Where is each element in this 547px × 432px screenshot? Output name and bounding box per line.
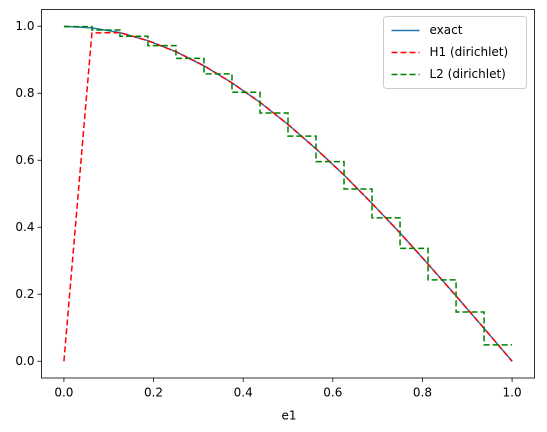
x-tick-label: 1.0: [503, 386, 522, 400]
x-tick-label: 0.0: [54, 386, 73, 400]
y-tick-label: 0.8: [15, 86, 34, 100]
y-tick-label: 1.0: [15, 19, 34, 33]
y-tick-label: 0.0: [15, 354, 34, 368]
x-tick-label: 0.6: [323, 386, 342, 400]
plot-frame: [41, 9, 535, 379]
y-tick-label: 0.6: [15, 153, 34, 167]
legend-label: L2 (dirichlet): [430, 67, 506, 81]
data-line: [63, 31, 513, 362]
x-tick-label: 0.2: [144, 386, 163, 400]
legend-label: exact: [430, 23, 463, 37]
legend-label: H1 (dirichlet): [430, 45, 509, 59]
x-tick-label: 0.4: [234, 386, 253, 400]
y-tick-label: 0.4: [15, 220, 34, 234]
x-axis-label: e1: [281, 409, 296, 423]
y-tick-label: 0.2: [15, 287, 34, 301]
data-line: [63, 25, 513, 346]
legend-box: [383, 16, 527, 89]
x-tick-label: 0.8: [413, 386, 432, 400]
